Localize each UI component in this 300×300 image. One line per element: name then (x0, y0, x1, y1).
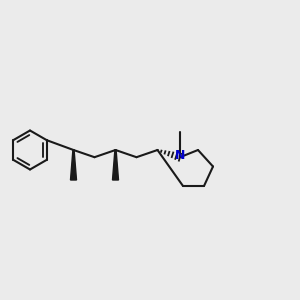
Polygon shape (70, 150, 76, 180)
Polygon shape (112, 150, 118, 180)
Text: N: N (175, 149, 185, 162)
